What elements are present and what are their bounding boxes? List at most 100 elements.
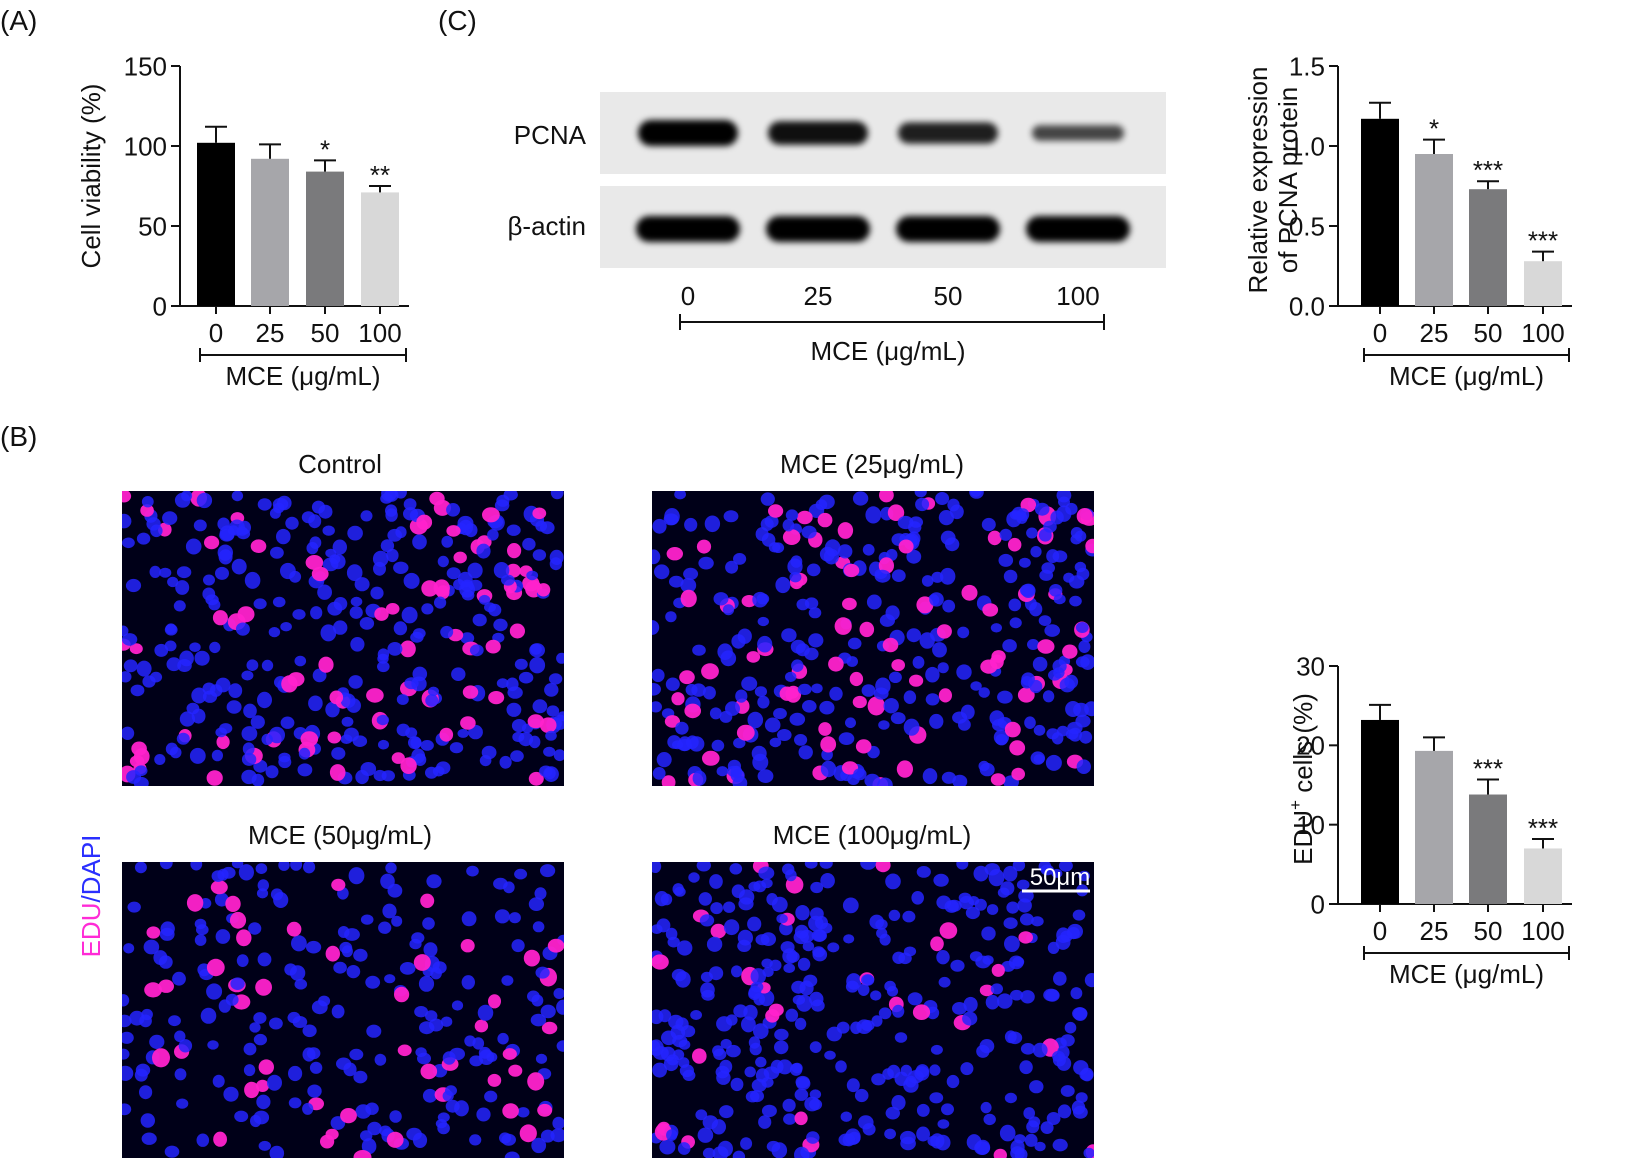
dapi-nucleus [860,862,877,870]
dapi-nucleus [813,929,827,942]
dapi-nucleus [382,903,397,919]
y-tick-label: 0 [1311,889,1325,919]
edu-nucleus [692,1048,707,1064]
dapi-nucleus [1031,916,1044,927]
dapi-nucleus [346,965,361,979]
dapi-nucleus [1060,1085,1075,1097]
edu-nucleus [502,1103,519,1119]
chart-c-pcna: 0.0 0.5 1.0 1.5 0 * 25 *** 50 *** 100 MCE (μg/mL) Re… [1243,51,1572,391]
dapi-nucleus [652,1062,667,1078]
dapi-nucleus [733,553,747,565]
dapi-nucleus [284,963,297,976]
dapi-nucleus [309,1061,323,1074]
dapi-nucleus [966,1134,982,1151]
dapi-nucleus [957,626,970,639]
dapi-nucleus [149,565,161,579]
edu-nucleus [374,607,389,621]
dapi-nucleus [716,1070,731,1085]
edu-nucleus [327,731,342,744]
edu-nucleus [250,539,267,553]
edu-nucleus [696,539,712,554]
dapi-nucleus [808,633,824,648]
dapi-nucleus [215,929,231,944]
micro-image-25 [652,491,1094,786]
edu-nucleus [366,688,384,703]
dapi-nucleus [1019,1060,1033,1075]
dapi-nucleus [196,1133,210,1147]
dapi-nucleus [729,863,743,875]
dapi-nucleus [209,641,221,654]
edu-nucleus [909,674,924,687]
dapi-nucleus [852,491,869,506]
dapi-nucleus [154,754,166,765]
dapi-nucleus [487,529,499,541]
edu-nucleus [204,535,220,550]
dapi-nucleus [360,914,374,925]
dapi-nucleus [277,495,292,511]
bar [1524,261,1562,306]
dapi-nucleus [892,951,906,964]
edu-nucleus [912,1004,931,1020]
bar [1469,794,1507,904]
dapi-nucleus [677,1142,691,1155]
edu-nucleus [991,963,1005,977]
dapi-nucleus [838,732,855,745]
dapi-nucleus [532,921,545,933]
dapi-nucleus [706,936,723,952]
dapi-nucleus [678,736,692,751]
dapi-nucleus [278,752,291,763]
micro-background [652,491,1094,786]
dapi-nucleus [797,957,811,971]
edu-nucleus [818,722,832,736]
dapi-nucleus [723,919,740,936]
dapi-nucleus [391,915,403,927]
edu-nucleus [331,878,346,892]
edu-nucleus [794,1111,808,1126]
dapi-nucleus [425,694,439,707]
dapi-nucleus [257,879,269,892]
dapi-nucleus [902,910,916,923]
dapi-nucleus [801,525,817,539]
dapi-nucleus [1078,640,1091,653]
bar [1524,848,1562,904]
edu-nucleus [287,672,305,687]
edu-nucleus [420,893,435,908]
dapi-nucleus [743,1004,758,1021]
edu-nucleus [666,547,683,561]
dapi-nucleus [253,1033,267,1046]
dapi-nucleus [804,862,818,869]
blot-band-pcna [1032,125,1124,141]
blot-band-actin [1026,216,1130,242]
dapi-nucleus [361,1138,377,1155]
dapi-nucleus [884,980,896,992]
dapi-nucleus [691,683,706,697]
dapi-nucleus [827,942,840,953]
dapi-nucleus [396,694,409,705]
dapi-nucleus [404,677,419,690]
dapi-nucleus [307,1084,322,1098]
dapi-nucleus [891,1095,906,1111]
dapi-nucleus [999,528,1012,541]
edu-nucleus [329,690,344,705]
dapi-nucleus [360,762,377,776]
edu-nucleus [541,1021,558,1035]
dapi-nucleus [423,942,438,957]
dapi-nucleus [958,892,972,903]
dapi-nucleus [909,516,923,528]
dapi-nucleus [290,862,303,871]
dapi-nucleus [350,637,365,652]
dapi-nucleus [504,1151,520,1158]
dapi-nucleus [265,765,279,779]
dapi-nucleus [711,739,725,752]
edu-nucleus [891,659,905,672]
dapi-nucleus [730,765,743,779]
dapi-nucleus [174,1068,187,1081]
dapi-nucleus [1029,679,1043,694]
dapi-nucleus [219,525,235,541]
significance-mark: * [1429,114,1439,144]
edu-nucleus [436,585,450,600]
panel-label-a: (A) [0,5,37,36]
edu-nucleus [842,597,857,611]
dapi-nucleus [401,606,418,624]
edu-nucleus [834,617,852,635]
